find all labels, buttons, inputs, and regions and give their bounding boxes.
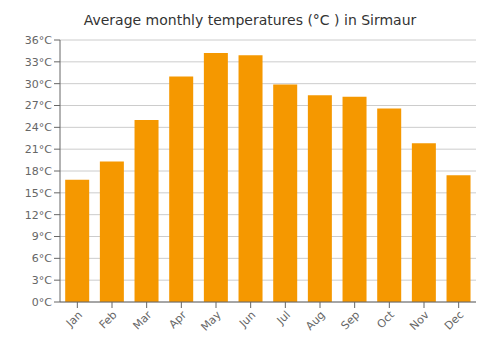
svg-text:3°C: 3°C	[32, 274, 52, 287]
svg-text:21°C: 21°C	[25, 143, 52, 156]
svg-text:9°C: 9°C	[32, 230, 52, 243]
svg-text:30°C: 30°C	[25, 78, 52, 91]
svg-text:Oct: Oct	[374, 308, 397, 331]
svg-text:27°C: 27°C	[25, 99, 52, 112]
svg-text:Nov: Nov	[407, 308, 432, 333]
svg-text:24°C: 24°C	[25, 121, 52, 134]
html-text:Average monthly temperatures (: Average monthly temperatures (°C ) in Si…	[83, 12, 417, 28]
svg-text:6°C: 6°C	[32, 252, 52, 265]
svg-text:Mar: Mar	[130, 308, 154, 332]
svg-text:Jul: Jul	[274, 308, 293, 327]
svg-text:Sep: Sep	[338, 308, 362, 332]
svg-text:0°C: 0°C	[32, 296, 52, 309]
svg-text:Aug: Aug	[303, 308, 327, 332]
svg-text:Jan: Jan	[63, 308, 85, 330]
svg-text:Dec: Dec	[442, 308, 466, 332]
svg-text:12°C: 12°C	[25, 209, 52, 222]
svg-text:Apr: Apr	[166, 308, 189, 331]
svg-text:18°C: 18°C	[25, 165, 52, 178]
svg-text:Jun: Jun	[236, 308, 258, 330]
svg-text:33°C: 33°C	[25, 56, 52, 69]
svg-text:15°C: 15°C	[25, 187, 52, 200]
svg-text:May: May	[198, 308, 224, 334]
svg-text:Feb: Feb	[97, 308, 120, 331]
svg-text:36°C: 36°C	[25, 34, 52, 47]
